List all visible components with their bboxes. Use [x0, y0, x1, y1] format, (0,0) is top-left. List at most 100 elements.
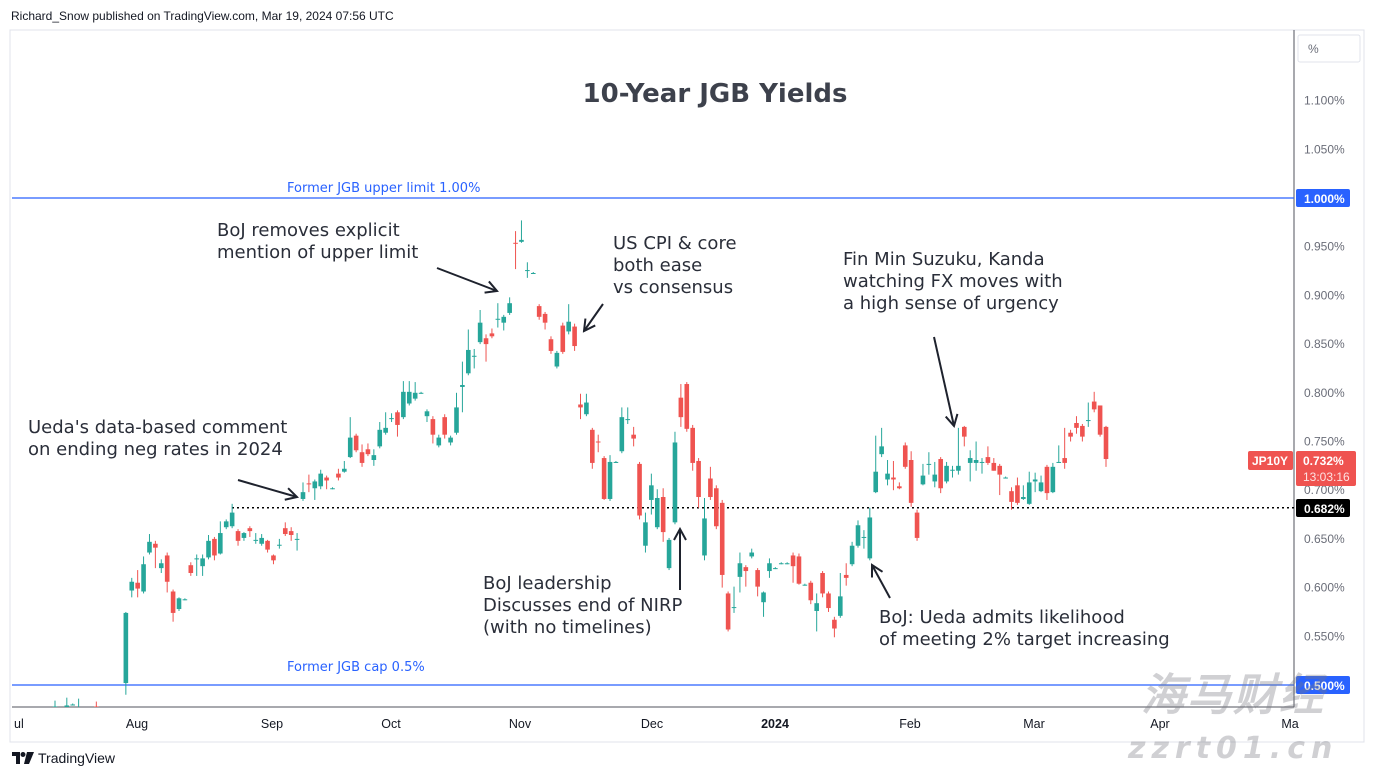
- candle-body: [176, 598, 182, 610]
- tradingview-brand: TradingView: [38, 750, 116, 766]
- ref-price-badge: [1296, 499, 1350, 517]
- candle-body: [932, 474, 938, 482]
- tradingview-footer[interactable]: TradingView: [12, 750, 115, 766]
- candle-body: [147, 541, 152, 553]
- candle-body: [619, 417, 625, 452]
- unit-toggle[interactable]: [1297, 34, 1361, 63]
- candle-body: [182, 599, 188, 601]
- candle: [897, 482, 902, 490]
- candle: [826, 591, 831, 612]
- cap-label: Former JGB cap 0.5%: [287, 660, 425, 675]
- candle-body: [607, 461, 613, 499]
- candle-body: [371, 455, 377, 461]
- candle-body: [885, 473, 890, 480]
- candle-body: [767, 563, 772, 572]
- candle-body: [466, 349, 471, 374]
- candle: [336, 468, 341, 481]
- candle-body: [336, 473, 341, 478]
- candle-body: [70, 704, 76, 706]
- candle: [808, 580, 814, 605]
- candle-body: [265, 540, 270, 550]
- candle: [708, 466, 713, 500]
- candle: [525, 262, 530, 278]
- candle-body: [135, 582, 140, 589]
- candle-body: [489, 333, 495, 337]
- candle: [814, 593, 819, 632]
- candle-body: [967, 458, 973, 463]
- candle-body: [725, 593, 731, 630]
- candle: [961, 425, 967, 447]
- candle-body: [578, 404, 583, 408]
- candle: [141, 556, 146, 594]
- candle: [218, 521, 223, 555]
- candle: [997, 463, 1003, 496]
- candle-body: [956, 465, 961, 471]
- candle-body: [678, 397, 684, 418]
- candle: [460, 361, 465, 413]
- y-tick-label: 0.600%: [1304, 581, 1345, 595]
- candle-body: [430, 419, 436, 435]
- candle-body: [129, 581, 135, 591]
- candle: [867, 507, 873, 561]
- candle: [288, 527, 294, 541]
- candle-body: [1050, 466, 1056, 493]
- candle-body: [64, 705, 70, 707]
- candle-body: [94, 706, 99, 707]
- y-tick-label: 0.900%: [1304, 288, 1345, 302]
- candle-body: [112, 728, 117, 734]
- candle-body: [501, 316, 507, 323]
- arrow-icon: [436, 267, 497, 291]
- candle: [265, 539, 270, 553]
- candle: [637, 461, 642, 520]
- candle: [389, 413, 394, 423]
- upper-limit-label: Former JGB upper limit 1.00%: [287, 181, 480, 196]
- candle: [625, 407, 631, 424]
- candle-body: [59, 722, 64, 724]
- candle-body: [164, 555, 170, 582]
- candle-body: [595, 441, 601, 443]
- candle-body: [424, 411, 430, 417]
- arrow-icon: [237, 479, 297, 497]
- candle-body: [241, 533, 247, 538]
- symbol-badge[interactable]: [1248, 451, 1293, 470]
- candle-body: [601, 458, 607, 499]
- candle: [324, 475, 329, 490]
- candle-body: [1074, 422, 1079, 428]
- candle-body: [106, 726, 111, 729]
- candle-body: [218, 533, 223, 554]
- x-axis-ticks: ul Aug Sep Oct Nov Dec 2024 Feb Mar Apr Ma: [14, 717, 1299, 731]
- candle: [920, 463, 926, 486]
- x-tick-label: Nov: [509, 717, 532, 731]
- x-tick-label: Mar: [1023, 717, 1045, 731]
- candle: [1044, 464, 1050, 500]
- annotation-ueda-comment: Ueda's data-based comment on ending neg r…: [28, 417, 297, 497]
- candle-body: [395, 412, 400, 425]
- candle-body: [212, 538, 217, 556]
- candle: [761, 591, 766, 617]
- candle: [377, 422, 383, 449]
- candle-body: [731, 607, 737, 609]
- candle-body: [855, 525, 861, 546]
- candle: [802, 583, 808, 586]
- candle-body: [708, 478, 713, 498]
- candle: [1026, 471, 1032, 505]
- candle: [471, 348, 477, 369]
- candle-body: [950, 469, 955, 471]
- candle: [306, 474, 312, 493]
- candle: [542, 311, 548, 330]
- candle: [773, 567, 778, 570]
- candle: [660, 488, 666, 542]
- candle-body: [471, 355, 477, 357]
- candle: [259, 534, 264, 546]
- candle-body: [483, 338, 489, 345]
- candle-body: [826, 593, 831, 609]
- candle: [944, 461, 949, 484]
- candle: [926, 452, 932, 475]
- last-price-badge: [1296, 451, 1356, 486]
- candle-body: [702, 518, 707, 556]
- candle: [1009, 487, 1014, 510]
- candle-body: [123, 612, 129, 684]
- candle: [1074, 416, 1079, 434]
- upper-limit-price: 1.000%: [1304, 192, 1345, 206]
